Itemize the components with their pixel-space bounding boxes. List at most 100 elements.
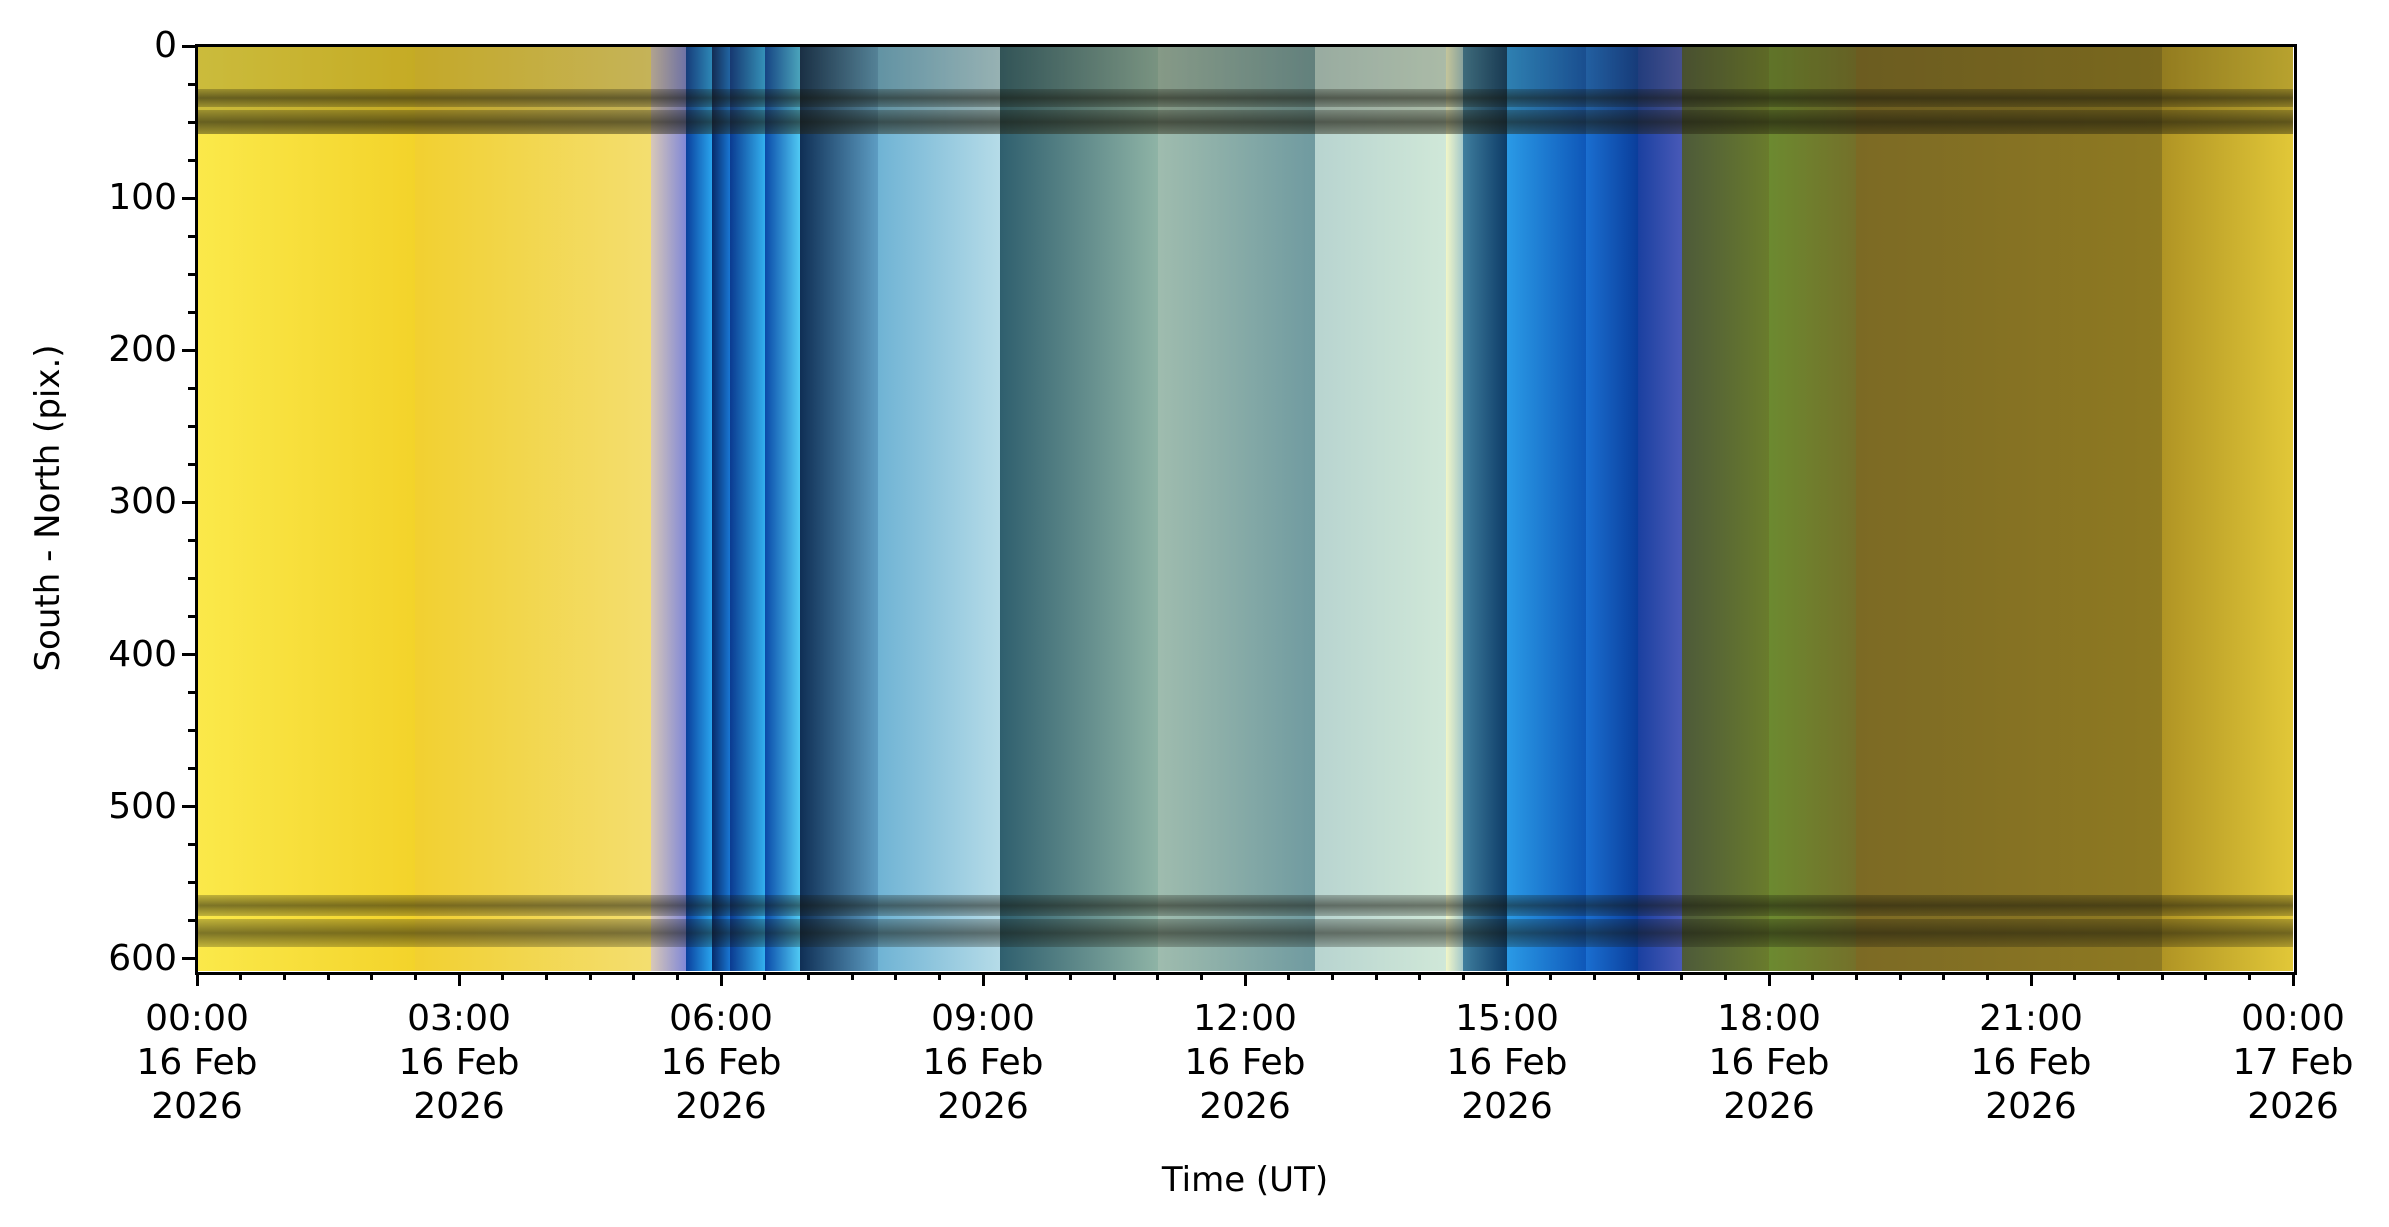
x-tick-time: 00:00 xyxy=(145,998,249,1039)
x-minor-tick xyxy=(501,972,505,980)
x-minor-tick xyxy=(1112,972,1116,980)
y-major-tick xyxy=(182,500,196,504)
y-tick-label: 600 xyxy=(108,937,177,979)
x-tick-time: 09:00 xyxy=(931,998,1035,1039)
y-minor-tick xyxy=(188,691,196,695)
y-minor-tick xyxy=(188,729,196,733)
x-minor-tick xyxy=(2116,972,2120,980)
x-minor-tick xyxy=(1374,972,1378,980)
keogram-band xyxy=(1445,46,1465,971)
x-tick-date: 17 Feb xyxy=(2232,1042,2354,1083)
x-tick-year: 2026 xyxy=(1199,1086,1291,1127)
x-major-tick xyxy=(195,972,199,986)
y-minor-tick xyxy=(188,386,196,390)
keogram-band xyxy=(686,46,714,971)
y-tick-label: 100 xyxy=(108,177,177,219)
x-tick-time: 06:00 xyxy=(669,998,773,1039)
keogram-dark-row xyxy=(197,109,2293,135)
x-minor-tick xyxy=(1461,972,1465,980)
y-tick-label: 500 xyxy=(108,785,177,827)
x-minor-tick xyxy=(894,972,898,980)
keogram-band xyxy=(1681,46,1770,971)
y-major-tick xyxy=(182,957,196,961)
x-minor-tick xyxy=(1287,972,1291,980)
keogram-band xyxy=(1314,46,1447,971)
x-minor-tick xyxy=(806,972,810,980)
x-tick-time: 18:00 xyxy=(1717,998,1821,1039)
keogram-band xyxy=(1157,46,1316,971)
y-minor-tick xyxy=(188,272,196,276)
x-tick-label: 15:00 16 Feb 2026 xyxy=(1407,997,1607,1129)
y-minor-tick xyxy=(188,424,196,428)
x-tick-date: 16 Feb xyxy=(1708,1042,1830,1083)
x-minor-tick xyxy=(282,972,286,980)
x-tick-label: 03:00 16 Feb 2026 xyxy=(359,997,559,1129)
x-major-tick xyxy=(2291,972,2295,986)
keogram-image xyxy=(197,46,2293,971)
y-minor-tick xyxy=(188,881,196,885)
x-tick-date: 16 Feb xyxy=(136,1042,258,1083)
y-minor-tick xyxy=(188,462,196,466)
x-minor-tick xyxy=(1898,972,1902,980)
x-tick-label: 18:00 16 Feb 2026 xyxy=(1669,997,1869,1129)
x-tick-year: 2026 xyxy=(151,1086,243,1127)
y-minor-tick xyxy=(188,310,196,314)
x-minor-tick xyxy=(2160,972,2164,980)
y-minor-tick xyxy=(188,120,196,124)
x-tick-year: 2026 xyxy=(2247,1086,2339,1127)
y-minor-tick xyxy=(188,919,196,923)
x-tick-time: 15:00 xyxy=(1455,998,1559,1039)
keogram-band xyxy=(2162,46,2293,971)
y-minor-tick xyxy=(188,576,196,580)
x-minor-tick xyxy=(1811,972,1815,980)
keogram-dark-row xyxy=(197,894,2293,917)
keogram-band xyxy=(1638,46,1683,971)
keogram-dark-row xyxy=(197,88,2293,107)
x-minor-tick xyxy=(850,972,854,980)
x-axis-label: Time (UT) xyxy=(1161,1160,1329,1200)
x-major-tick xyxy=(1505,972,1509,986)
keogram-band xyxy=(1856,46,2163,971)
x-minor-tick xyxy=(544,972,548,980)
x-tick-year: 2026 xyxy=(937,1086,1029,1127)
keogram-band xyxy=(1463,46,1508,971)
x-tick-label: 12:00 16 Feb 2026 xyxy=(1145,997,1345,1129)
x-minor-tick xyxy=(1723,972,1727,980)
x-major-tick xyxy=(2029,972,2033,986)
y-minor-tick xyxy=(188,767,196,771)
x-minor-tick xyxy=(1156,972,1160,980)
x-tick-label: 00:00 16 Feb 2026 xyxy=(97,997,297,1129)
x-minor-tick xyxy=(1592,972,1596,980)
y-minor-tick xyxy=(188,82,196,86)
plot-frame xyxy=(195,44,2297,975)
keogram-band xyxy=(764,46,801,971)
x-minor-tick xyxy=(1199,972,1203,980)
x-minor-tick xyxy=(1068,972,1072,980)
x-minor-tick xyxy=(1549,972,1553,980)
keogram-band xyxy=(1769,46,1858,971)
x-minor-tick xyxy=(1985,972,1989,980)
x-tick-label: 21:00 16 Feb 2026 xyxy=(1931,997,2131,1129)
x-minor-tick xyxy=(763,972,767,980)
x-minor-tick xyxy=(1680,972,1684,980)
x-tick-time: 00:00 xyxy=(2241,998,2345,1039)
x-major-tick xyxy=(457,972,461,986)
x-minor-tick xyxy=(632,972,636,980)
y-major-tick xyxy=(182,653,196,657)
x-tick-label: 09:00 16 Feb 2026 xyxy=(883,997,1083,1129)
x-tick-time: 03:00 xyxy=(407,998,511,1039)
x-tick-time: 21:00 xyxy=(1979,998,2083,1039)
x-minor-tick xyxy=(1330,972,1334,980)
y-tick-label: 0 xyxy=(154,25,177,66)
x-minor-tick xyxy=(1854,972,1858,980)
x-tick-year: 2026 xyxy=(1985,1086,2077,1127)
y-tick-label: 400 xyxy=(108,633,177,675)
keogram-band xyxy=(1507,46,1587,971)
x-tick-date: 16 Feb xyxy=(1446,1042,1568,1083)
x-minor-tick xyxy=(588,972,592,980)
x-minor-tick xyxy=(675,972,679,980)
y-major-tick xyxy=(182,348,196,352)
x-minor-tick xyxy=(2073,972,2077,980)
y-major-tick xyxy=(182,44,196,48)
y-major-tick xyxy=(182,805,196,809)
